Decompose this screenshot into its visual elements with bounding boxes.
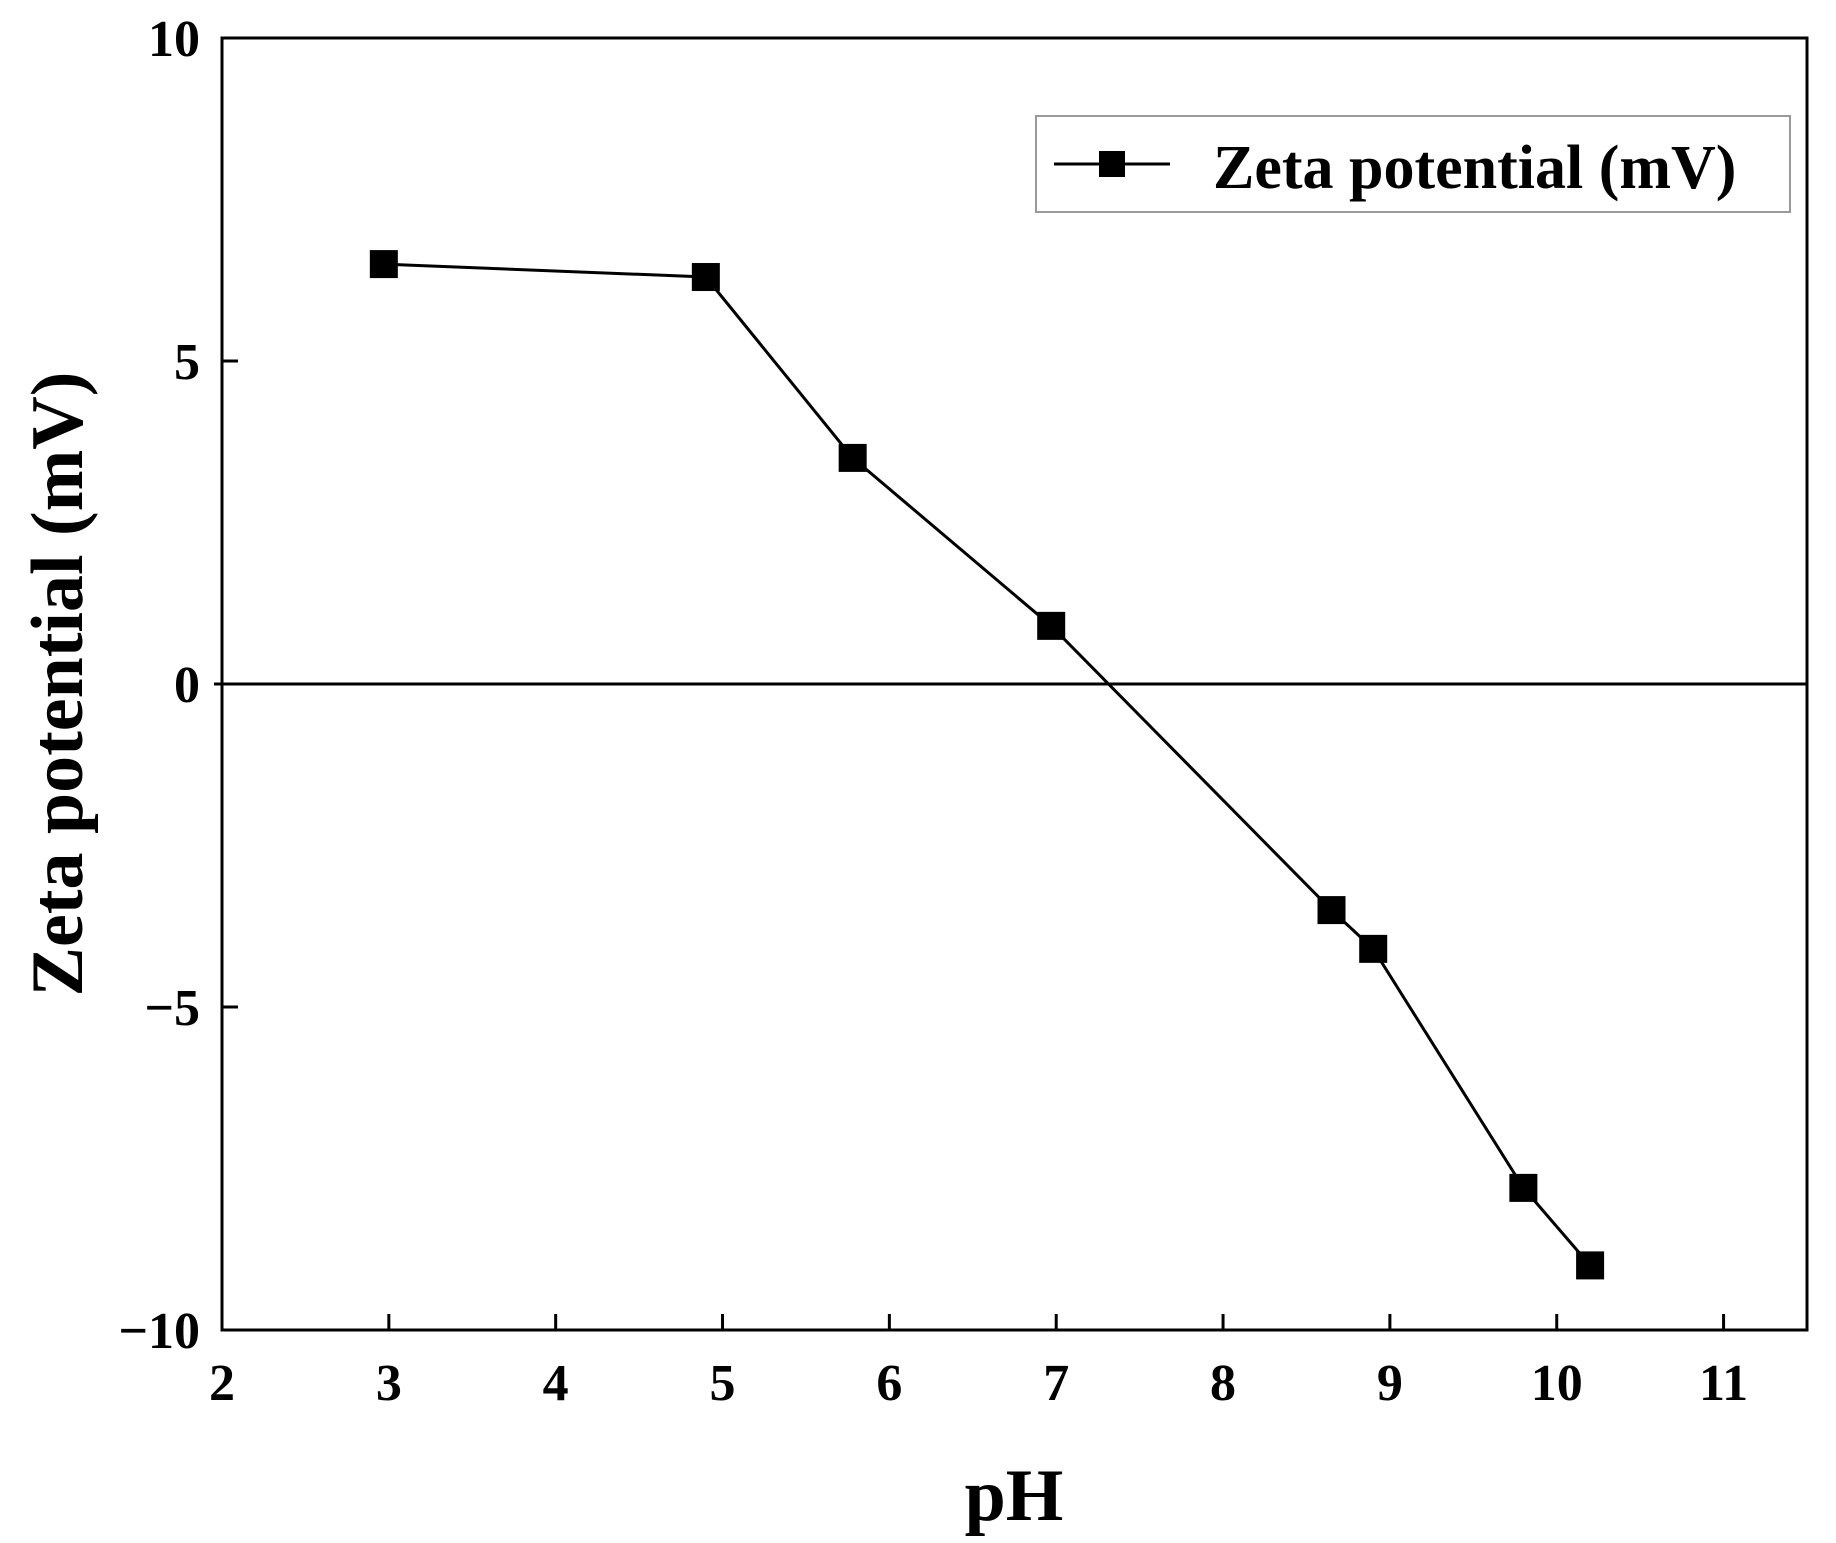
- y-axis-ticks: −10 −5 0 5 10: [118, 11, 238, 1360]
- data-point-marker: [1509, 1173, 1538, 1202]
- x-tick-label: 5: [710, 1355, 736, 1412]
- data-point-marker: [1576, 1251, 1605, 1280]
- x-tick-label: 2: [209, 1355, 235, 1412]
- y-tick-label: −5: [144, 980, 200, 1037]
- x-tick-label: 4: [543, 1355, 569, 1412]
- x-tick-label: 7: [1043, 1355, 1069, 1412]
- y-axis-label: Zeta potential (mV): [17, 372, 99, 997]
- y-tick-label: −10: [118, 1303, 200, 1360]
- x-tick-label: 3: [376, 1355, 402, 1412]
- x-tick-label: 10: [1531, 1355, 1583, 1412]
- data-point-marker: [1037, 611, 1066, 640]
- legend: Zeta potential (mV): [1035, 115, 1791, 213]
- x-tick-label: 8: [1210, 1355, 1236, 1412]
- x-tick-label: 6: [876, 1355, 902, 1412]
- legend-label: Zeta potential (mV): [1213, 134, 1736, 202]
- data-point-marker: [691, 263, 720, 292]
- y-tick-label: 0: [174, 657, 200, 714]
- x-tick-label: 11: [1699, 1355, 1748, 1412]
- series-layer: [369, 250, 1605, 1280]
- y-tick-label: 10: [148, 11, 200, 68]
- data-point-marker: [1317, 896, 1346, 925]
- series-line: [383, 262, 1592, 1267]
- x-axis-label: pH: [965, 1455, 1064, 1537]
- data-point-marker: [369, 250, 398, 279]
- data-point-marker: [1359, 934, 1388, 963]
- x-tick-label: 9: [1377, 1355, 1403, 1412]
- x-axis-ticks: 2 3 4 5 6 7 8 9 10 11: [209, 1314, 1748, 1412]
- y-tick-label: 5: [174, 334, 200, 391]
- legend-marker-sample: [1099, 151, 1125, 177]
- data-point-marker: [838, 443, 867, 472]
